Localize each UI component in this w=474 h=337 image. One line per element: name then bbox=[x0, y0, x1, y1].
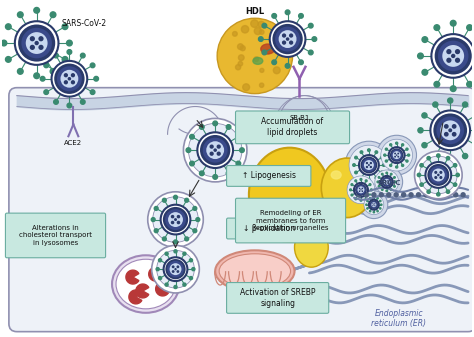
Circle shape bbox=[401, 164, 404, 166]
Circle shape bbox=[408, 154, 410, 156]
Circle shape bbox=[394, 177, 395, 178]
Circle shape bbox=[203, 137, 228, 163]
Circle shape bbox=[64, 73, 68, 78]
Circle shape bbox=[54, 64, 84, 94]
Circle shape bbox=[428, 164, 449, 186]
Circle shape bbox=[439, 176, 442, 179]
Circle shape bbox=[163, 198, 166, 202]
Circle shape bbox=[418, 53, 423, 59]
Circle shape bbox=[185, 198, 189, 202]
Circle shape bbox=[158, 277, 162, 280]
Circle shape bbox=[233, 31, 237, 36]
Text: SARS-CoV-2: SARS-CoV-2 bbox=[62, 19, 107, 28]
Circle shape bbox=[433, 114, 467, 147]
Circle shape bbox=[371, 189, 372, 191]
Circle shape bbox=[165, 252, 168, 255]
Circle shape bbox=[366, 162, 368, 164]
Circle shape bbox=[157, 250, 194, 288]
Circle shape bbox=[262, 23, 267, 28]
Circle shape bbox=[366, 204, 367, 205]
Circle shape bbox=[165, 209, 186, 230]
Circle shape bbox=[174, 285, 177, 288]
Circle shape bbox=[351, 194, 353, 196]
Wedge shape bbox=[129, 290, 142, 304]
Circle shape bbox=[375, 151, 378, 153]
Circle shape bbox=[370, 166, 372, 168]
Circle shape bbox=[435, 37, 472, 74]
Circle shape bbox=[456, 173, 459, 177]
Ellipse shape bbox=[294, 227, 328, 267]
Circle shape bbox=[309, 50, 313, 55]
Circle shape bbox=[174, 250, 177, 253]
Ellipse shape bbox=[249, 148, 330, 242]
Circle shape bbox=[176, 270, 179, 273]
Circle shape bbox=[71, 80, 75, 85]
Circle shape bbox=[364, 195, 384, 215]
Circle shape bbox=[67, 103, 72, 108]
Circle shape bbox=[370, 201, 378, 209]
Circle shape bbox=[353, 164, 356, 166]
Circle shape bbox=[374, 205, 375, 206]
Circle shape bbox=[273, 24, 303, 54]
Circle shape bbox=[272, 33, 276, 37]
Circle shape bbox=[463, 154, 468, 159]
Circle shape bbox=[173, 240, 177, 244]
Circle shape bbox=[282, 33, 286, 38]
Circle shape bbox=[254, 27, 261, 35]
Circle shape bbox=[236, 65, 241, 70]
Circle shape bbox=[386, 172, 388, 174]
Circle shape bbox=[345, 141, 392, 189]
Circle shape bbox=[347, 176, 375, 204]
FancyBboxPatch shape bbox=[227, 282, 329, 313]
Circle shape bbox=[94, 76, 99, 81]
Circle shape bbox=[391, 173, 392, 175]
Circle shape bbox=[354, 183, 368, 197]
Wedge shape bbox=[149, 267, 162, 281]
Circle shape bbox=[422, 143, 427, 148]
Circle shape bbox=[183, 283, 186, 286]
Circle shape bbox=[440, 120, 460, 140]
Wedge shape bbox=[136, 284, 149, 298]
Circle shape bbox=[44, 63, 48, 68]
Circle shape bbox=[26, 32, 47, 54]
Circle shape bbox=[196, 218, 200, 221]
Circle shape bbox=[430, 111, 470, 150]
Circle shape bbox=[382, 173, 383, 175]
Circle shape bbox=[380, 200, 381, 202]
Circle shape bbox=[391, 189, 392, 190]
Circle shape bbox=[1, 40, 7, 46]
Circle shape bbox=[454, 183, 457, 186]
Circle shape bbox=[401, 193, 406, 197]
Ellipse shape bbox=[253, 57, 263, 64]
Circle shape bbox=[365, 180, 367, 182]
Circle shape bbox=[392, 151, 401, 159]
Circle shape bbox=[418, 128, 423, 133]
Circle shape bbox=[35, 41, 39, 45]
Circle shape bbox=[258, 21, 264, 28]
Circle shape bbox=[390, 164, 392, 166]
Circle shape bbox=[355, 198, 356, 200]
Circle shape bbox=[415, 151, 462, 199]
Circle shape bbox=[52, 61, 87, 97]
Circle shape bbox=[171, 221, 174, 224]
Circle shape bbox=[383, 164, 385, 166]
Circle shape bbox=[396, 142, 398, 144]
Circle shape bbox=[355, 171, 357, 174]
Wedge shape bbox=[155, 282, 169, 296]
Circle shape bbox=[165, 259, 186, 279]
Circle shape bbox=[422, 113, 427, 118]
Circle shape bbox=[461, 193, 465, 197]
Circle shape bbox=[386, 190, 388, 192]
Circle shape bbox=[380, 208, 381, 209]
Circle shape bbox=[185, 237, 189, 241]
Circle shape bbox=[369, 194, 371, 196]
Circle shape bbox=[210, 152, 214, 156]
Circle shape bbox=[237, 44, 243, 50]
Circle shape bbox=[279, 30, 297, 48]
Circle shape bbox=[15, 21, 58, 65]
Circle shape bbox=[383, 178, 391, 186]
Circle shape bbox=[285, 64, 290, 68]
Circle shape bbox=[190, 134, 194, 139]
Circle shape bbox=[62, 57, 68, 62]
